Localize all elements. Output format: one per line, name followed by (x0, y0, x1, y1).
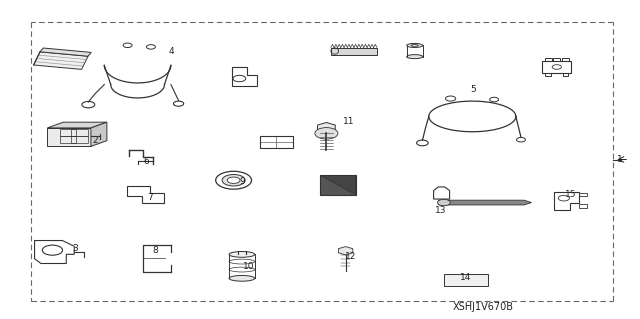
Bar (545, 73, 551, 76)
Bar (71, 136, 88, 143)
Text: 11: 11 (343, 117, 355, 126)
Bar (71, 129, 88, 136)
Text: 9: 9 (239, 177, 244, 186)
Circle shape (315, 128, 338, 139)
Text: 2: 2 (92, 136, 97, 145)
Text: 14: 14 (460, 273, 472, 282)
Text: XSHJ1V670B: XSHJ1V670B (452, 302, 514, 312)
Text: 13: 13 (435, 206, 446, 215)
Ellipse shape (411, 45, 419, 46)
Circle shape (222, 174, 245, 186)
Bar (579, 193, 587, 197)
Polygon shape (40, 48, 92, 56)
Text: 7: 7 (148, 193, 153, 202)
Bar (321, 175, 356, 195)
Bar (543, 61, 572, 73)
Text: 1: 1 (617, 155, 622, 164)
Ellipse shape (229, 275, 255, 281)
Text: 10: 10 (243, 262, 254, 271)
Ellipse shape (229, 251, 255, 257)
Polygon shape (34, 52, 88, 69)
Bar (554, 58, 560, 61)
Polygon shape (321, 175, 356, 195)
Bar (444, 274, 488, 286)
Text: 5: 5 (471, 85, 476, 94)
Polygon shape (47, 122, 107, 128)
Circle shape (227, 177, 240, 183)
Bar (545, 58, 552, 61)
Bar (331, 48, 377, 55)
Polygon shape (339, 247, 353, 255)
Text: 8: 8 (152, 246, 157, 255)
Polygon shape (47, 128, 91, 146)
Text: 12: 12 (345, 252, 356, 261)
Text: 6: 6 (143, 157, 148, 166)
Bar (579, 204, 587, 208)
Bar (562, 58, 569, 61)
Bar (563, 73, 568, 76)
Polygon shape (439, 200, 531, 205)
Text: 15: 15 (565, 190, 577, 199)
Bar (60, 129, 76, 136)
Bar (60, 136, 76, 143)
Ellipse shape (407, 55, 423, 59)
Polygon shape (317, 122, 335, 133)
Circle shape (438, 199, 451, 206)
Ellipse shape (407, 43, 423, 48)
Text: 3: 3 (73, 244, 78, 253)
Text: 4: 4 (169, 47, 174, 56)
Polygon shape (91, 122, 107, 146)
Bar (260, 136, 293, 148)
